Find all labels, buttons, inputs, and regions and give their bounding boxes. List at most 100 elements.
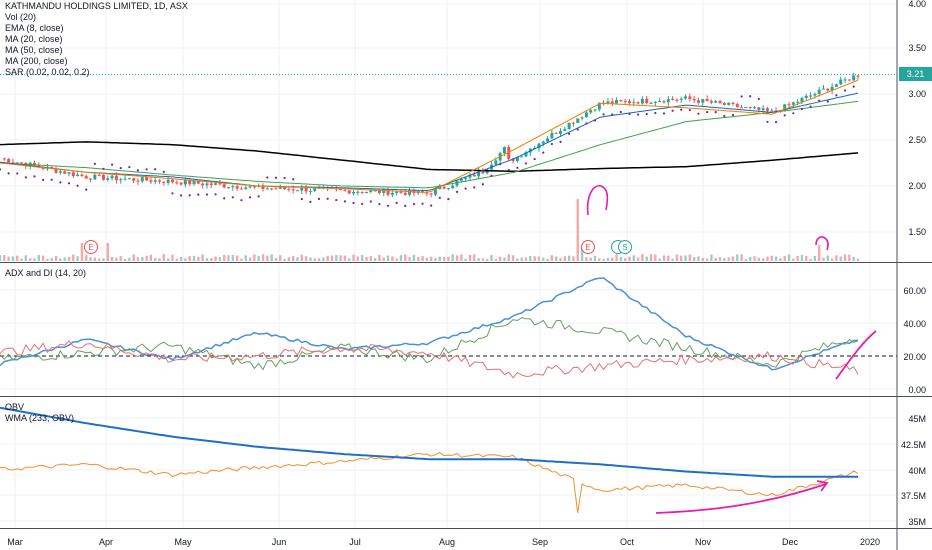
volume-bar <box>692 257 696 261</box>
volume-bar <box>162 254 166 261</box>
candle-body <box>584 112 588 118</box>
sar-dot <box>637 113 640 116</box>
candle-body <box>89 178 93 180</box>
obv-tick: 40M <box>908 466 926 476</box>
volume-bar <box>718 257 722 261</box>
earnings-event-marker[interactable]: E <box>84 240 98 254</box>
candle-body <box>214 183 218 185</box>
legend-adx[interactable]: ADX and DI (14, 20) <box>5 268 87 278</box>
sar-dot <box>585 122 588 125</box>
volume-bar <box>792 258 795 261</box>
sar-dot <box>430 204 433 207</box>
volume-bar <box>175 258 178 261</box>
volume-bars <box>0 199 860 261</box>
candle-body <box>97 174 101 176</box>
volume-bar <box>658 258 661 261</box>
sar-dot <box>524 162 528 165</box>
candle-body <box>722 103 726 105</box>
pane-divider[interactable] <box>0 396 932 397</box>
candle-body <box>727 102 731 105</box>
sar-dot <box>481 183 484 186</box>
volume-bar <box>205 258 209 261</box>
sar-dot <box>188 194 191 197</box>
volume-bar <box>761 258 765 261</box>
candle-body <box>408 190 412 195</box>
sar-dot <box>611 113 614 116</box>
volume-bar <box>67 256 71 261</box>
volume-bar <box>123 258 127 261</box>
sar-dot <box>783 114 786 117</box>
volume-bar <box>602 258 605 261</box>
candle-body <box>524 152 528 157</box>
volume-bar <box>740 254 743 261</box>
volume-bar <box>309 257 312 261</box>
sar-dot <box>248 196 252 199</box>
candle-body <box>770 110 774 112</box>
volume-bar <box>835 255 838 261</box>
earnings-event-marker[interactable]: E <box>581 240 595 254</box>
candle-body <box>800 97 804 102</box>
candle-body <box>283 186 287 189</box>
sar-dot <box>85 188 88 191</box>
sar-dot <box>507 168 510 172</box>
volume-bar <box>511 255 515 261</box>
symbol-title[interactable]: KATHMANDU HOLDINGS LIMITED, 1D, ASX <box>5 1 188 11</box>
pane-divider[interactable] <box>0 262 932 263</box>
volume-bar <box>826 255 830 261</box>
volume-bar <box>266 255 269 261</box>
candle-body <box>520 156 524 158</box>
candle-body <box>619 99 623 101</box>
sar-dot <box>757 97 760 101</box>
volume-bar <box>63 257 66 261</box>
legend-obv[interactable]: OBV <box>5 402 25 412</box>
volume-bar <box>843 254 847 261</box>
sar-dot <box>464 187 467 190</box>
legend-wma[interactable]: WMA (233, OBV) <box>5 413 75 423</box>
sar-dot <box>154 168 157 171</box>
volume-bar <box>417 256 420 261</box>
sar-dot <box>395 201 398 204</box>
candle-body <box>541 141 545 144</box>
candle-body <box>843 79 847 81</box>
legend-ma50[interactable]: MA (50, close) <box>5 45 63 55</box>
candle-body <box>438 186 442 190</box>
split-event-marker[interactable]: S <box>618 240 632 254</box>
adx-tick: 40.00 <box>903 319 926 329</box>
volume-bar <box>783 255 786 261</box>
volume-bar <box>580 247 584 261</box>
legend-vol[interactable]: Vol (20) <box>5 12 37 22</box>
volume-bar <box>300 254 304 261</box>
sar-dot <box>568 132 571 135</box>
volume-bar <box>464 258 467 261</box>
candle-body <box>209 183 213 185</box>
volume-bar <box>41 255 45 261</box>
sar-dot <box>662 112 666 115</box>
volume-bar <box>473 254 476 261</box>
volume-bar <box>313 258 316 261</box>
volume-bar <box>611 257 614 261</box>
volume-bar <box>115 257 118 261</box>
candle-body <box>679 98 683 100</box>
volume-bar <box>80 243 84 261</box>
legend-ma20[interactable]: MA (20, close) <box>5 34 63 44</box>
volume-bar <box>520 257 523 261</box>
candle-body <box>787 104 791 106</box>
candle-body <box>839 79 843 85</box>
legend-sar[interactable]: SAR (0.02, 0.02, 0.2) <box>5 67 90 77</box>
volume-bar <box>817 245 821 261</box>
volume-bar <box>723 258 726 261</box>
legend-ma200[interactable]: MA (200, close) <box>5 56 68 66</box>
volume-bar <box>628 256 631 261</box>
volume-bar <box>188 256 191 261</box>
candle-body <box>11 162 15 164</box>
volume-bar <box>498 256 502 261</box>
volume-bar <box>382 257 385 261</box>
sar-dot <box>16 172 19 175</box>
volume-bar <box>615 254 618 261</box>
adx-series-line <box>0 317 859 371</box>
candle-body <box>459 179 463 181</box>
legend-ema[interactable]: EMA (8, close) <box>5 23 64 33</box>
volume-bar <box>753 256 756 261</box>
sar-dot <box>343 200 347 203</box>
